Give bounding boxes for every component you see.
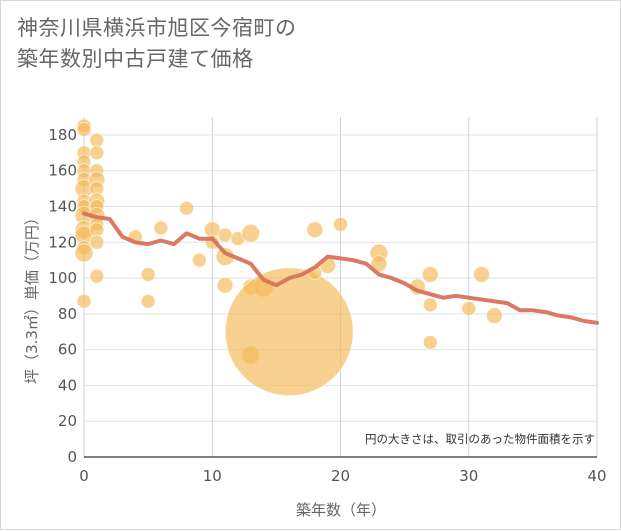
x-tick-label: 10: [203, 467, 222, 485]
data-point: [89, 132, 105, 148]
y-tick-label: 40: [58, 376, 77, 394]
y-tick-label: 20: [58, 412, 77, 430]
data-point: [422, 297, 438, 313]
data-point: [370, 255, 388, 273]
x-tick-label: 0: [79, 467, 89, 485]
data-point: [74, 243, 94, 263]
grid-lines: [83, 117, 598, 458]
x-tick-label: 20: [331, 467, 350, 485]
y-tick-label: 0: [67, 448, 77, 466]
data-point: [421, 265, 439, 283]
data-point: [89, 145, 105, 161]
data-point: [76, 122, 92, 138]
y-tick-label: 60: [58, 341, 77, 359]
y-tick-label: 160: [48, 162, 77, 180]
data-point: [76, 293, 92, 309]
data-point: [306, 221, 324, 239]
data-point: [89, 268, 105, 284]
data-point: [217, 227, 233, 243]
y-tick-label: 180: [48, 126, 77, 144]
y-tick-label: 140: [48, 197, 77, 215]
data-point: [191, 252, 207, 268]
data-point: [461, 300, 477, 316]
data-point: [473, 265, 491, 283]
y-axis-label: 坪（3.3㎡）単価（万円）: [23, 210, 41, 384]
data-point: [140, 266, 156, 282]
size-legend-note: 円の大きさは、取引のあった物件面積を示す: [365, 432, 595, 446]
x-tick-label: 30: [459, 467, 478, 485]
data-point: [241, 223, 261, 243]
data-point: [153, 220, 169, 236]
bubble-series: [74, 118, 503, 397]
trend-line-group: [82, 211, 599, 325]
data-point: [333, 216, 348, 232]
y-tick-label: 80: [58, 305, 77, 323]
data-point: [89, 234, 105, 250]
trend-line: [82, 211, 599, 325]
data-point: [179, 200, 195, 216]
x-tick-label: 40: [587, 467, 606, 485]
tick-labels: 0 20 40 60 80 100 120 140 160 180 0 10 20 30 40: [48, 126, 606, 485]
data-point: [485, 307, 503, 325]
x-axis-label: 築年数（年）: [296, 501, 386, 519]
y-tick-label: 100: [48, 269, 77, 287]
data-point: [224, 267, 354, 397]
data-point: [422, 334, 438, 350]
y-tick-label: 120: [48, 233, 77, 251]
chart-title: 神奈川県横浜市旭区今宿町の 築年数別中古戸建て価格: [17, 16, 297, 71]
data-point: [89, 222, 105, 238]
data-point: [140, 293, 156, 309]
data-point: [216, 276, 234, 294]
